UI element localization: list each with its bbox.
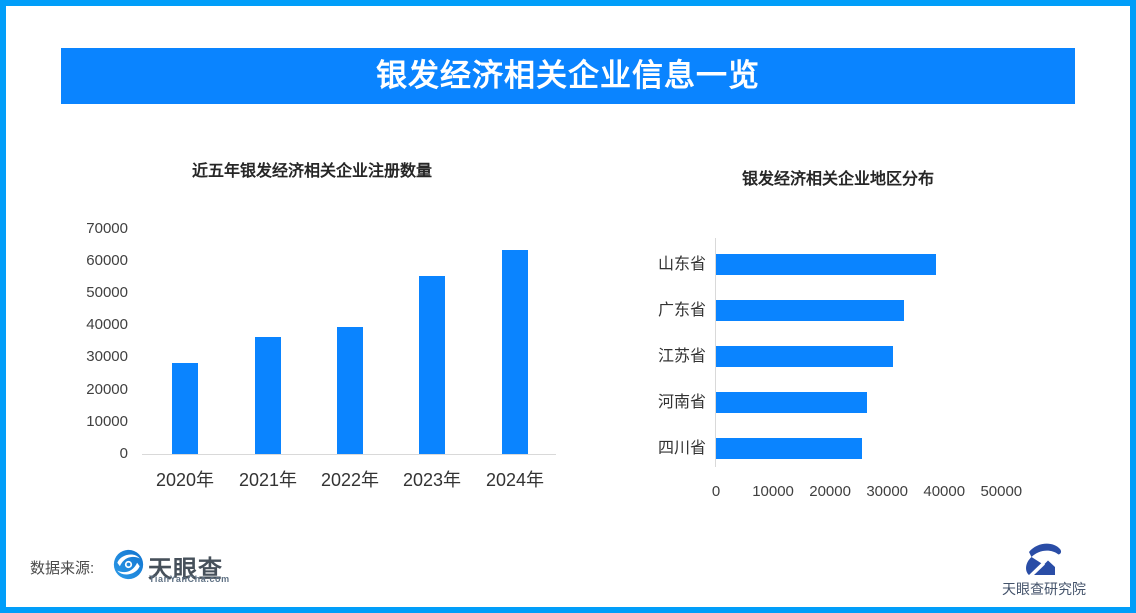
bar <box>337 326 363 454</box>
y-axis-category-label: 河南省 <box>657 394 706 411</box>
left-chart-title: 近五年银发经济相关企业注册数量 <box>191 163 432 180</box>
y-axis-tick-label: 50000 <box>86 284 128 302</box>
x-axis-tick-label: 50000 <box>980 483 1023 500</box>
x-axis-category-label: 2023年 <box>402 470 462 490</box>
x-axis-tick-label: 30000 <box>866 483 909 500</box>
bar <box>419 275 445 454</box>
x-axis-category-label: 2021年 <box>238 470 298 490</box>
y-axis-category-label: 江苏省 <box>657 348 706 365</box>
x-axis-tick-label: 10000 <box>752 483 794 500</box>
x-axis-tick-label: 0 <box>711 483 721 500</box>
y-axis-tick-label: 70000 <box>86 219 128 237</box>
x-axis-line <box>142 454 556 455</box>
y-axis-tick-label: 30000 <box>86 348 128 366</box>
research-institute-logo-text: 天眼查研究院 <box>1002 581 1086 597</box>
y-axis-tick-label: 20000 <box>86 380 128 398</box>
bar <box>716 299 905 321</box>
tianyancha-logo-text: 天眼查 <box>148 556 223 583</box>
research-institute-logo-icon <box>1026 543 1062 575</box>
y-axis-line <box>715 238 716 467</box>
y-axis-tick-label: 0 <box>119 445 128 462</box>
x-axis-tick-label: 20000 <box>809 483 851 500</box>
bar <box>255 337 281 454</box>
y-axis-tick-label: 60000 <box>86 251 128 269</box>
x-axis-tick-label: 40000 <box>923 483 966 500</box>
bar <box>716 391 868 413</box>
data-source-label: 数据来源: <box>30 560 95 577</box>
x-axis-category-label: 2022年 <box>320 470 380 490</box>
y-axis-category-label: 四川省 <box>657 440 706 457</box>
tianyancha-logo-icon <box>113 549 144 580</box>
tianyancha-logo-subtext: TianYanCha.com <box>149 574 230 584</box>
bar <box>502 249 528 454</box>
page-title: 银发经济相关企业信息一览 <box>61 48 1075 104</box>
y-axis-tick-label: 10000 <box>86 412 128 430</box>
bar <box>172 362 198 454</box>
x-axis-category-label: 2024年 <box>485 470 545 490</box>
x-axis-category-label: 2020年 <box>155 470 215 490</box>
right-chart-title: 银发经济相关企业地区分布 <box>741 171 934 188</box>
y-axis-category-label: 山东省 <box>657 256 706 273</box>
bar <box>716 345 893 367</box>
bar <box>716 437 862 459</box>
y-axis-category-label: 广东省 <box>657 302 706 319</box>
bar <box>716 253 936 275</box>
y-axis-tick-label: 40000 <box>86 316 128 334</box>
